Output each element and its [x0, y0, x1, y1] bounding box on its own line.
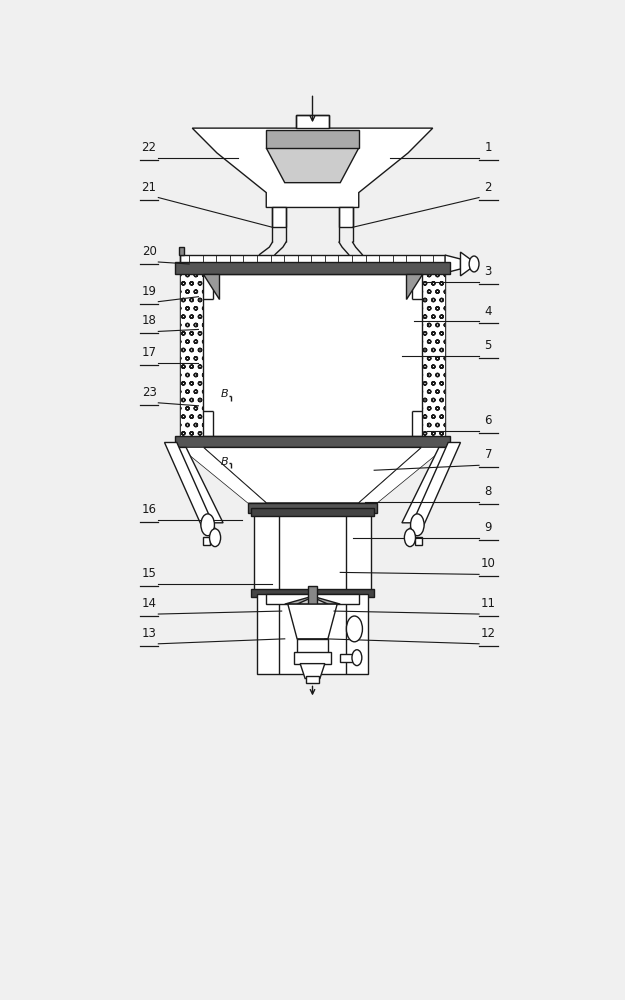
Bar	[175, 262, 450, 274]
Polygon shape	[297, 597, 328, 604]
Text: 6: 6	[484, 414, 492, 427]
Text: 12: 12	[481, 627, 496, 640]
Polygon shape	[288, 604, 337, 639]
Bar	[415, 537, 422, 545]
Text: 22: 22	[142, 141, 157, 154]
Text: 9: 9	[484, 521, 492, 534]
Circle shape	[404, 529, 416, 547]
Circle shape	[201, 514, 214, 536]
Circle shape	[352, 650, 362, 666]
Polygon shape	[203, 274, 219, 299]
Text: 23: 23	[142, 386, 156, 399]
Bar	[180, 255, 445, 273]
Bar	[339, 207, 352, 227]
Polygon shape	[164, 442, 217, 533]
Text: 19: 19	[142, 285, 157, 298]
Text: 2: 2	[484, 181, 492, 194]
Text: 10: 10	[481, 557, 496, 570]
Polygon shape	[203, 447, 422, 503]
Text: 5: 5	[484, 339, 492, 352]
Circle shape	[346, 616, 362, 642]
Text: 3: 3	[484, 265, 492, 278]
Bar	[306, 676, 319, 683]
Bar	[257, 594, 368, 674]
Bar	[266, 594, 359, 604]
Bar	[422, 274, 445, 436]
Bar	[179, 247, 184, 255]
Bar	[251, 589, 374, 597]
Text: 4: 4	[484, 305, 492, 318]
Bar	[180, 274, 203, 436]
Text: 14: 14	[142, 597, 157, 610]
Polygon shape	[180, 447, 266, 503]
Polygon shape	[402, 447, 451, 523]
Text: B: B	[221, 457, 229, 467]
Bar	[248, 503, 378, 513]
Text: 8: 8	[484, 485, 492, 498]
Circle shape	[411, 514, 424, 536]
Polygon shape	[285, 596, 340, 604]
Text: 16: 16	[142, 503, 157, 516]
Polygon shape	[408, 442, 461, 533]
Polygon shape	[445, 255, 461, 273]
Bar	[308, 586, 317, 604]
Text: 15: 15	[142, 567, 156, 580]
Polygon shape	[192, 128, 432, 207]
Bar	[180, 274, 445, 436]
Polygon shape	[359, 447, 445, 503]
Polygon shape	[406, 274, 422, 299]
Text: 13: 13	[142, 627, 156, 640]
Bar	[202, 537, 210, 545]
Text: 11: 11	[481, 597, 496, 610]
Bar	[266, 130, 359, 148]
Text: 17: 17	[142, 346, 157, 359]
Polygon shape	[461, 252, 474, 276]
Text: B: B	[221, 389, 229, 399]
Text: 1: 1	[484, 141, 492, 154]
Bar	[340, 654, 354, 662]
Bar	[279, 513, 346, 594]
Bar	[272, 207, 286, 227]
Bar	[294, 652, 331, 664]
Bar	[251, 508, 374, 516]
Text: 20: 20	[142, 245, 156, 258]
Polygon shape	[300, 664, 325, 678]
Bar	[297, 639, 328, 654]
Polygon shape	[174, 447, 223, 523]
Text: 18: 18	[142, 314, 156, 327]
Circle shape	[209, 529, 221, 547]
Bar	[296, 115, 329, 128]
Polygon shape	[266, 148, 359, 183]
Text: 7: 7	[484, 448, 492, 461]
Bar	[175, 436, 450, 447]
Circle shape	[469, 256, 479, 272]
Text: 21: 21	[142, 181, 157, 194]
Bar	[254, 513, 371, 594]
